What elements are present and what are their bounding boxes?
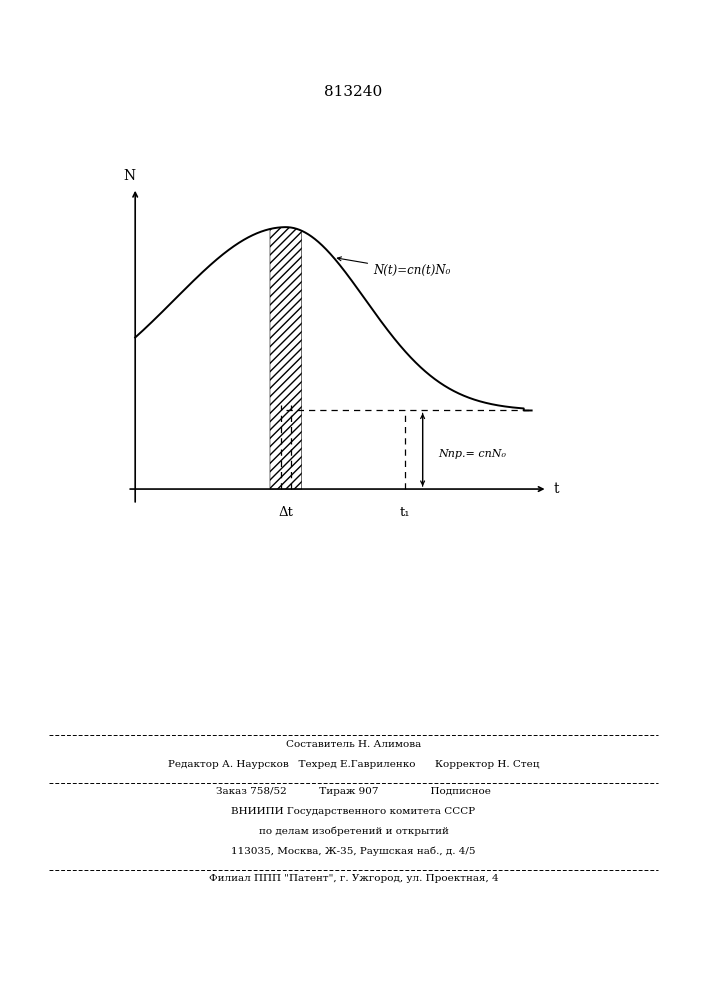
Text: t₁: t₁	[399, 506, 410, 519]
Text: Филиал ППП "Патент", г. Ужгород, ул. Проектная, 4: Филиал ППП "Патент", г. Ужгород, ул. Про…	[209, 874, 498, 883]
Text: t: t	[554, 482, 559, 496]
Text: ВНИИПИ Государственного комитета СССР: ВНИИПИ Государственного комитета СССР	[231, 807, 476, 816]
Text: Редактор А. Наурсков   Техред Е.Гавриленко      Корректор Н. Стец: Редактор А. Наурсков Техред Е.Гавриленко…	[168, 760, 539, 769]
Text: Δt: Δt	[279, 506, 293, 519]
Text: Заказ 758/52          Тираж 907                Подписное: Заказ 758/52 Тираж 907 Подписное	[216, 787, 491, 796]
Text: N: N	[123, 169, 135, 183]
Text: N(t)=cn(t)N₀: N(t)=cn(t)N₀	[337, 257, 450, 277]
Text: Составитель Н. Алимова: Составитель Н. Алимова	[286, 740, 421, 749]
Text: по делам изобретений и открытий: по делам изобретений и открытий	[259, 827, 448, 836]
Text: 113035, Москва, Ж-35, Раушская наб., д. 4/5: 113035, Москва, Ж-35, Раушская наб., д. …	[231, 847, 476, 856]
Text: Nпр.= cnN₀: Nпр.= cnN₀	[438, 449, 506, 459]
Text: 813240: 813240	[325, 85, 382, 99]
